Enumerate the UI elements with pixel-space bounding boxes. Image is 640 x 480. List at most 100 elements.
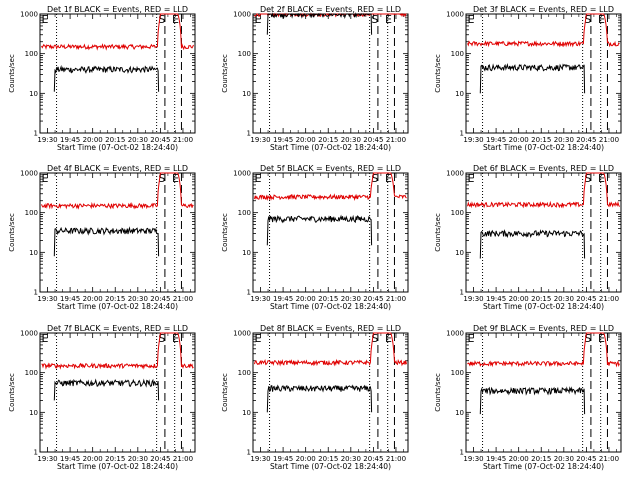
panel-title: Det 2f BLACK = Events, RED = LLD [260,5,401,14]
x-tick-label: 20:45 [363,455,383,463]
x-tick-label: 21:00 [173,455,193,463]
lld-series-line [467,13,620,48]
events-series-line [266,214,373,246]
marker-label-s: S [158,13,165,26]
marker-label-e: E [385,172,392,185]
x-tick-label: 20:00 [509,136,529,144]
x-tick-label: 20:15 [318,136,338,144]
marker-label-s: S [584,172,591,185]
events-series-line [479,229,586,259]
lld-series-line [41,172,194,210]
x-tick-label: 20:15 [318,295,338,303]
marker-label-e: E [42,13,49,26]
marker-label-s: S [158,332,165,345]
lld-series-line [41,332,194,370]
x-axis-label: Start Time (07-Oct-02 18:24:40) [483,462,604,471]
x-tick-label: 20:15 [531,136,551,144]
marker-label-s: S [371,13,378,26]
x-tick-label: 19:45 [60,295,80,303]
lld-series-line [467,172,620,209]
y-tick-label: 10 [242,409,251,417]
x-tick-label: 21:00 [386,136,406,144]
x-tick-label: 20:00 [296,295,316,303]
x-tick-label: 19:45 [273,295,293,303]
marker-label-e: E [598,332,605,345]
x-tick-label: 20:45 [576,295,596,303]
y-tick-label: 10 [455,90,464,98]
marker-label-e: E [255,172,262,185]
x-tick-label: 19:30 [250,455,270,463]
panel-det-2: Det 2f BLACK = Events, RED = LLD 1 10 100 10… [221,5,409,152]
y-tick-label: 10 [455,249,464,257]
y-tick-label: 100 [238,369,251,377]
x-tick-label: 20:00 [509,455,529,463]
marker-label-s: S [584,332,591,345]
lld-series-line [41,13,194,51]
x-tick-label: 21:00 [599,295,619,303]
lld-series-line [254,172,407,202]
y-tick-label: 10 [455,409,464,417]
marker-label-e: E [468,332,475,345]
panel-title: Det 8f BLACK = Events, RED = LLD [260,324,401,333]
y-axis-label: Counts/sec [221,213,229,252]
y-tick-label: 10 [29,249,38,257]
y-tick-label: 1000 [446,170,464,178]
x-tick-label: 19:30 [463,455,483,463]
y-tick-label: 100 [451,50,464,58]
x-tick-label: 20:00 [83,136,103,144]
x-tick-label: 20:30 [128,136,148,144]
y-tick-label: 1000 [446,330,464,338]
y-tick-label: 1 [460,449,464,457]
panel-title: Det 9f BLACK = Events, RED = LLD [473,324,614,333]
x-axis-label: Start Time (07-Oct-02 18:24:40) [270,143,391,152]
x-tick-label: 19:30 [463,295,483,303]
marker-label-e: E [255,13,262,26]
x-tick-label: 19:45 [486,455,506,463]
marker-label-s: S [371,172,378,185]
events-series-line [479,62,586,94]
marker-label-e: E [172,13,179,26]
x-axis-label: Start Time (07-Oct-02 18:24:40) [57,143,178,152]
x-tick-label: 20:00 [296,136,316,144]
marker-label-e: E [172,332,179,345]
y-tick-label: 1 [460,289,464,297]
marker-label-s: S [371,332,378,345]
x-tick-label: 21:00 [386,455,406,463]
x-tick-label: 20:30 [341,295,361,303]
x-tick-label: 19:30 [37,136,57,144]
marker-label-e: E [385,332,392,345]
x-tick-label: 19:45 [486,295,506,303]
x-tick-label: 20:15 [105,295,125,303]
events-series-line [479,386,586,415]
y-tick-label: 1 [247,449,251,457]
y-tick-label: 100 [25,209,38,217]
x-tick-label: 20:00 [296,455,316,463]
plot-frame [252,332,409,453]
marker-label-s: S [584,13,591,26]
x-tick-label: 21:00 [386,295,406,303]
x-tick-label: 20:45 [150,295,170,303]
y-tick-label: 100 [238,50,251,58]
y-tick-label: 1000 [20,11,38,19]
panel-det-4: Det 4f BLACK = Events, RED = LLD 1 10 100 10… [8,164,196,311]
panel-det-1: Det 1f BLACK = Events, RED = LLD 1 10 100 10… [8,5,196,152]
y-axis-label: Counts/sec [8,373,16,412]
y-axis-label: Counts/sec [221,54,229,93]
x-tick-label: 20:30 [341,136,361,144]
marker-label-e: E [385,13,392,26]
x-tick-label: 20:30 [128,295,148,303]
y-tick-label: 100 [451,209,464,217]
x-tick-label: 20:30 [128,455,148,463]
marker-label-e: E [42,332,49,345]
marker-label-e: E [255,332,262,345]
y-tick-label: 1000 [233,170,251,178]
x-tick-label: 20:45 [363,136,383,144]
x-axis-label: Start Time (07-Oct-02 18:24:40) [270,302,391,311]
panel-det-7: Det 7f BLACK = Events, RED = LLD 1 10 100 10… [8,324,196,471]
marker-label-s: S [158,172,165,185]
x-tick-label: 19:30 [37,295,57,303]
y-tick-label: 1 [34,130,38,138]
x-tick-label: 20:15 [105,136,125,144]
panel-title: Det 6f BLACK = Events, RED = LLD [473,164,614,173]
x-axis-label: Start Time (07-Oct-02 18:24:40) [483,143,604,152]
